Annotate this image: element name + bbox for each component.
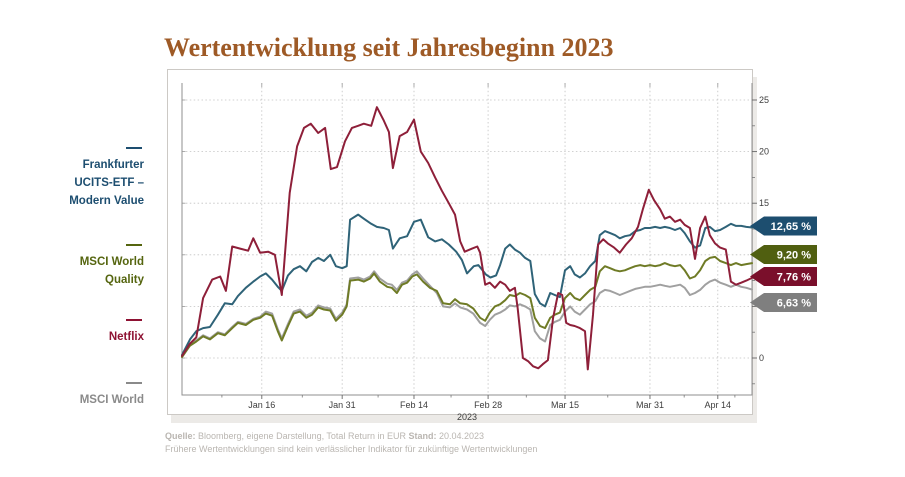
value-badge-msci-world (750, 293, 817, 312)
footer-stand-text: 20.04.2023 (436, 431, 485, 441)
legend-label: Modern Value (69, 195, 144, 207)
value-badge-msci-world-quality (750, 245, 817, 264)
footer-source-label: Quelle: (165, 431, 196, 441)
value-badge-label: 12,65 % (771, 221, 812, 233)
x-axis-label: Apr 14 (705, 400, 732, 410)
y-axis-label: 25 (759, 95, 769, 105)
legend-dash-frankfurter-icon (126, 147, 142, 149)
footer-source-text: Bloomberg, eigene Darstellung, Total Ret… (195, 431, 409, 441)
series-line-msci-world (181, 270, 753, 358)
series-line-frankfurter (181, 213, 753, 356)
legend-label: Frankfurter (82, 159, 144, 171)
legend-item-frankfurter: Frankfurter UCITS-ETF – Modern Value (14, 147, 144, 210)
value-badge-netflix (750, 267, 817, 286)
series-line-netflix (181, 106, 753, 371)
value-badge-frankfurter (750, 216, 817, 236)
footer-stand-label: Stand: (408, 431, 437, 441)
legend-label: MSCI World (79, 256, 144, 268)
legend-label: MSCI World (79, 394, 144, 406)
legend-dash-msci-world-quality-icon (126, 244, 142, 246)
footer-source-line: Quelle: Bloomberg, eigene Darstellung, T… (165, 430, 537, 443)
legend-item-netflix: Netflix (14, 319, 144, 346)
x-axis-label: Jan 31 (329, 400, 356, 410)
footer-disclaimer: Frühere Wertentwicklungen sind kein verl… (165, 444, 538, 454)
x-axis-label: Mar 15 (551, 400, 579, 410)
x-axis-label: Mar 31 (636, 400, 664, 410)
legend-label: Netflix (108, 331, 144, 343)
legend-dash-netflix-icon (126, 319, 142, 321)
plot-border (181, 83, 753, 396)
page-title: Wertentwicklung seit Jahresbeginn 2023 (164, 33, 614, 63)
x-axis-label: Feb 14 (400, 400, 428, 410)
legend-item-msci-world-quality: MSCI World Quality (14, 244, 144, 289)
legend-item-msci-world: MSCI World (14, 382, 144, 409)
legend-label: UCITS-ETF – (74, 177, 144, 189)
legend-label: Quality (105, 274, 144, 286)
y-axis-label: 0 (759, 353, 764, 363)
y-axis-label: 20 (759, 147, 769, 157)
value-badge-label: 9,20 % (777, 250, 811, 262)
x-axis-label: Jan 16 (248, 400, 275, 410)
legend-dash-msci-world-icon (126, 382, 142, 384)
y-axis-label: 15 (759, 198, 769, 208)
x-axis-year-label: 2023 (457, 412, 477, 422)
value-badge-label: 6,63 % (777, 298, 811, 310)
series-line-msci-world-quality (181, 255, 753, 358)
footer: Quelle: Bloomberg, eigene Darstellung, T… (165, 430, 537, 456)
x-axis-label: Feb 28 (474, 400, 502, 410)
value-badge-label: 7,76 % (777, 272, 811, 284)
